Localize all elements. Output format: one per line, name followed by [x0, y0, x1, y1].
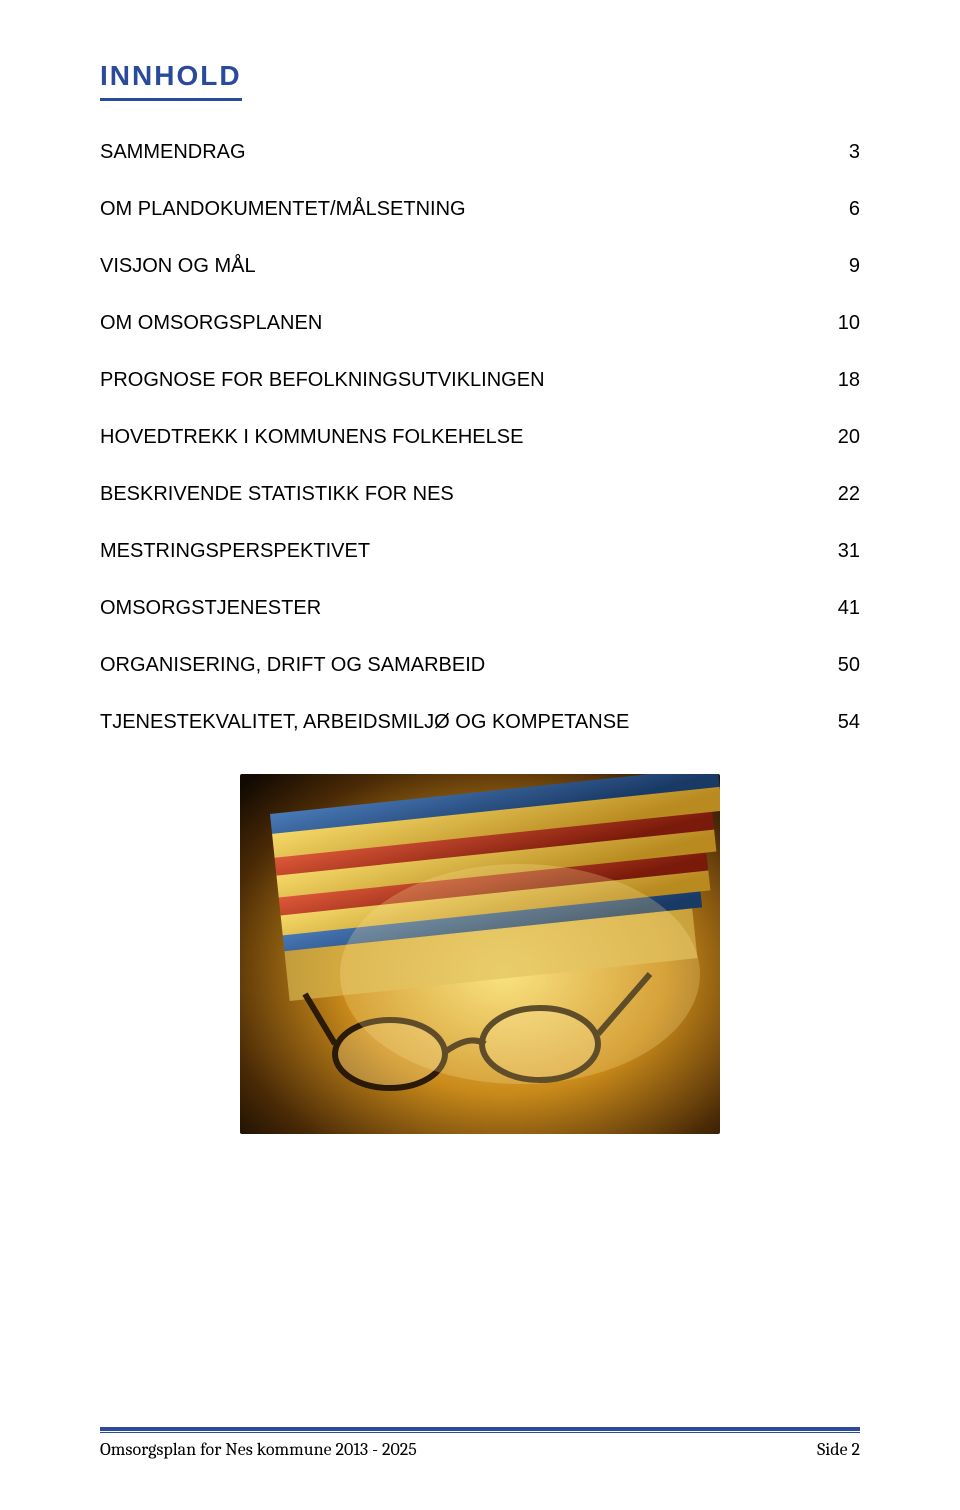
toc-row: MESTRINGSPERSPEKTIVET 31 [100, 540, 860, 563]
toc-page-number: 20 [800, 426, 860, 449]
toc-label: BESKRIVENDE STATISTIKK FOR NES [100, 483, 800, 506]
toc-page-number: 3 [800, 141, 860, 164]
toc-page-number: 41 [800, 597, 860, 620]
toc-row: OMSORGSTJENESTER 41 [100, 597, 860, 620]
toc-label: HOVEDTREKK I KOMMUNENS FOLKEHELSE [100, 426, 800, 449]
toc-row: OM PLANDOKUMENTET/MÅLSETNING 6 [100, 198, 860, 221]
toc-page-number: 18 [800, 369, 860, 392]
footer-text: Omsorgsplan for Nes kommune 2013 - 2025 … [100, 1439, 860, 1460]
toc-row: SAMMENDRAG 3 [100, 141, 860, 164]
toc-row: PROGNOSE FOR BEFOLKNINGSUTVIKLINGEN 18 [100, 369, 860, 392]
page-footer: Omsorgsplan for Nes kommune 2013 - 2025 … [100, 1427, 860, 1460]
decorative-photo [240, 774, 720, 1134]
toc-label: VISJON OG MÅL [100, 255, 800, 278]
page-root: INNHOLD SAMMENDRAG 3 OM PLANDOKUMENTET/M… [0, 0, 960, 1510]
toc-label: OM OMSORGSPLANEN [100, 312, 800, 335]
page-title: INNHOLD [100, 60, 242, 101]
toc-label: SAMMENDRAG [100, 141, 800, 164]
toc-page-number: 9 [800, 255, 860, 278]
toc-page-number: 6 [800, 198, 860, 221]
toc-page-number: 50 [800, 654, 860, 677]
toc-page-number: 31 [800, 540, 860, 563]
toc-row: OM OMSORGSPLANEN 10 [100, 312, 860, 335]
toc-row: VISJON OG MÅL 9 [100, 255, 860, 278]
toc-page-number: 54 [800, 711, 860, 734]
toc-row: BESKRIVENDE STATISTIKK FOR NES 22 [100, 483, 860, 506]
toc-page-number: 10 [800, 312, 860, 335]
footer-rule [100, 1427, 860, 1433]
toc-label: MESTRINGSPERSPEKTIVET [100, 540, 800, 563]
footer-left: Omsorgsplan for Nes kommune 2013 - 2025 [100, 1439, 417, 1460]
toc-label: TJENESTEKVALITET, ARBEIDSMILJØ OG KOMPET… [100, 711, 800, 734]
toc-row: ORGANISERING, DRIFT OG SAMARBEID 50 [100, 654, 860, 677]
footer-right: Side 2 [817, 1439, 860, 1460]
toc-label: ORGANISERING, DRIFT OG SAMARBEID [100, 654, 800, 677]
toc-label: PROGNOSE FOR BEFOLKNINGSUTVIKLINGEN [100, 369, 800, 392]
table-of-contents: SAMMENDRAG 3 OM PLANDOKUMENTET/MÅLSETNIN… [100, 141, 860, 734]
toc-page-number: 22 [800, 483, 860, 506]
toc-row: HOVEDTREKK I KOMMUNENS FOLKEHELSE 20 [100, 426, 860, 449]
toc-label: OMSORGSTJENESTER [100, 597, 800, 620]
toc-label: OM PLANDOKUMENTET/MÅLSETNING [100, 198, 800, 221]
toc-row: TJENESTEKVALITET, ARBEIDSMILJØ OG KOMPET… [100, 711, 860, 734]
decorative-image-wrap [100, 774, 860, 1134]
